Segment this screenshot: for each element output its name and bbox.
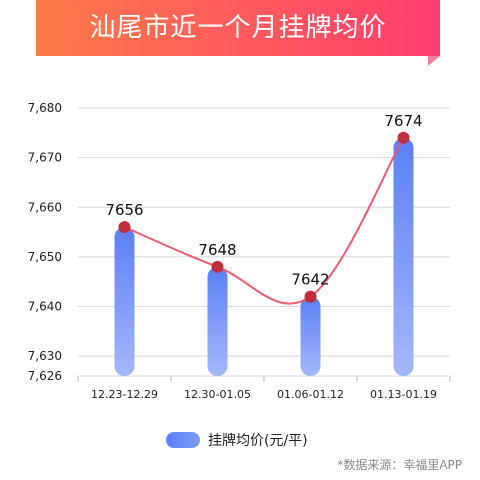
legend: 挂牌均价(元/平) (166, 430, 308, 450)
x-tick-label: 12.23-12.29 (91, 388, 158, 401)
y-tick-label: 7,660 (28, 200, 62, 214)
data-label: 7648 (198, 241, 236, 259)
bar (300, 296, 321, 376)
bar (114, 227, 135, 376)
data-point (304, 290, 317, 303)
trend-line (124, 137, 405, 305)
y-tick-label: 7,640 (28, 300, 62, 314)
legend-swatch (166, 432, 200, 448)
legend-label: 挂牌均价(元/平) (208, 433, 308, 449)
chart-title: 汕尾市近一个月挂牌均价 (89, 13, 387, 43)
data-point (397, 131, 410, 144)
y-tick-label: 7,650 (28, 250, 62, 264)
data-label: 7642 (291, 271, 329, 289)
x-tick-label: 01.06-01.12 (277, 388, 344, 401)
y-tick-label: 7,670 (28, 151, 62, 165)
bar (207, 266, 228, 376)
data-point (211, 260, 224, 273)
banner-corner-right (428, 56, 440, 66)
data-point (118, 221, 131, 234)
source-note: *数据来源：幸福里APP (337, 458, 462, 472)
y-tick-label: 7,630 (28, 349, 62, 363)
data-label: 7674 (384, 112, 422, 130)
x-tick-label: 12.30-01.05 (184, 388, 251, 401)
title-banner: 汕尾市近一个月挂牌均价 (36, 0, 440, 56)
x-tick-label: 01.13-01.19 (370, 388, 437, 401)
y-tick-label: 7,680 (28, 101, 62, 115)
y-tick-label: 7,626 (28, 369, 62, 383)
data-label: 7656 (105, 201, 143, 219)
bar (393, 137, 414, 376)
